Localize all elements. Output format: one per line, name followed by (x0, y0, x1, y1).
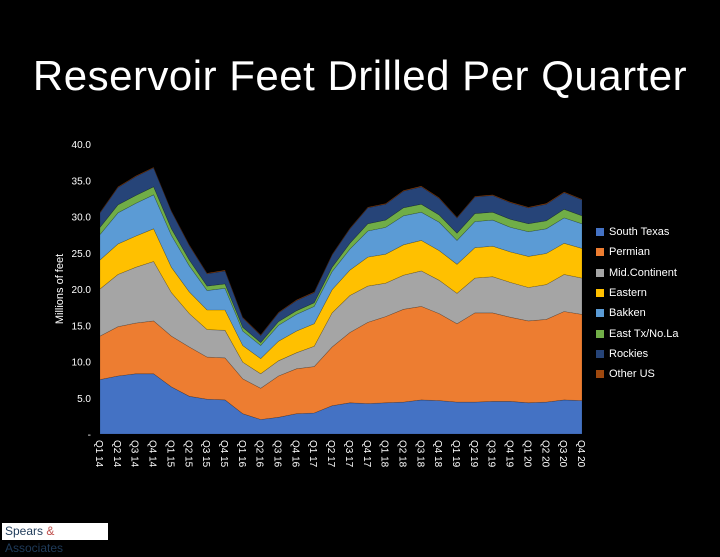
x-tick-label: Q3 15 (200, 440, 211, 468)
area-series-group (99, 166, 583, 435)
stacked-area-chart: - 5.0 10.0 15.0 20.0 25.0 30.0 35.0 40.0 Millions… (54, 140, 586, 468)
x-tick-label: Q3 17 (343, 440, 354, 468)
spears-associates-logo: Spears & Associates (2, 523, 108, 555)
y-axis-label: Millions of feet (54, 254, 66, 324)
x-tick-label: Q2 16 (254, 440, 265, 468)
legend-label: Bakken (609, 307, 646, 320)
x-tick-label: Q1 16 (236, 440, 247, 468)
legend-swatch (596, 228, 604, 237)
x-tick-label: Q4 20 (575, 440, 586, 468)
x-tick-label: Q2 20 (539, 440, 550, 468)
legend-label: Rockies (609, 347, 649, 360)
x-tick-label: Q1 19 (450, 440, 461, 468)
x-tick-label: Q2 18 (397, 440, 408, 468)
legend-swatch (596, 288, 604, 297)
x-tick-label: Q4 17 (361, 440, 372, 468)
x-tick-label: Q1 15 (164, 440, 175, 468)
x-tick-label: Q4 18 (432, 440, 443, 468)
legend-label: Permian (609, 246, 650, 259)
x-tick-label: Q1 20 (521, 440, 532, 468)
y-tick-label: 5.0 (77, 394, 91, 405)
x-tick-label: Q2 14 (111, 440, 122, 468)
x-tick-label: Q2 17 (325, 440, 336, 468)
x-tick-label: Q4 15 (218, 440, 229, 468)
legend-swatch (596, 268, 604, 277)
x-tick-label: Q4 14 (147, 440, 158, 468)
x-tick-label: Q1 18 (379, 440, 390, 468)
legend-item: Eastern (596, 287, 647, 301)
x-tick-label: Q3 14 (129, 440, 140, 468)
y-tick-label: 35.0 (72, 176, 92, 187)
x-tick-label: Q1 14 (93, 440, 104, 468)
y-tick-label: 20.0 (72, 285, 92, 296)
page-title: Reservoir Feet Drilled Per Quarter (32, 52, 688, 99)
legend-item: Permian (596, 246, 650, 260)
legend-item: Mid.Continent (596, 267, 677, 281)
legend-label: South Texas (609, 226, 670, 238)
legend-swatch (596, 370, 604, 379)
area-mid-continent (99, 261, 583, 389)
y-tick-label: - (88, 430, 91, 441)
y-tick-label: 40.0 (72, 140, 92, 151)
y-tick-label: 10.0 (72, 358, 92, 369)
legend-label: Eastern (609, 286, 647, 299)
legend-swatch (596, 349, 604, 358)
x-tick-label: Q3 18 (414, 440, 425, 468)
legend-item: South Texas (596, 226, 669, 240)
legend-item: Bakken (596, 307, 646, 321)
x-tick-label: Q3 19 (486, 440, 497, 468)
legend-label: Mid.Continent (609, 266, 677, 279)
x-tick-label: Q2 19 (468, 440, 479, 468)
legend-label: Other US (609, 368, 655, 381)
legend-item: Other US (596, 368, 655, 382)
x-tick-label: Q4 19 (504, 440, 515, 468)
x-tick-label: Q4 16 (289, 440, 300, 468)
y-tick-label: 25.0 (72, 249, 92, 260)
x-tick-label: Q3 16 (272, 440, 283, 468)
area-permian (99, 306, 583, 420)
legend-label: East Tx/No.La (609, 327, 679, 340)
legend-item: East Tx/No.La (596, 328, 679, 342)
x-tick-label: Q1 17 (307, 440, 318, 468)
x-tick-label: Q2 15 (182, 440, 193, 468)
y-tick-label: 30.0 (72, 213, 92, 224)
legend-swatch (596, 329, 604, 338)
legend-swatch (596, 309, 604, 318)
legend-item: Rockies (596, 348, 648, 362)
legend-swatch (596, 248, 604, 257)
y-tick-label: 15.0 (72, 321, 92, 332)
area-other-us (99, 166, 583, 336)
x-tick-label: Q3 20 (557, 440, 568, 468)
